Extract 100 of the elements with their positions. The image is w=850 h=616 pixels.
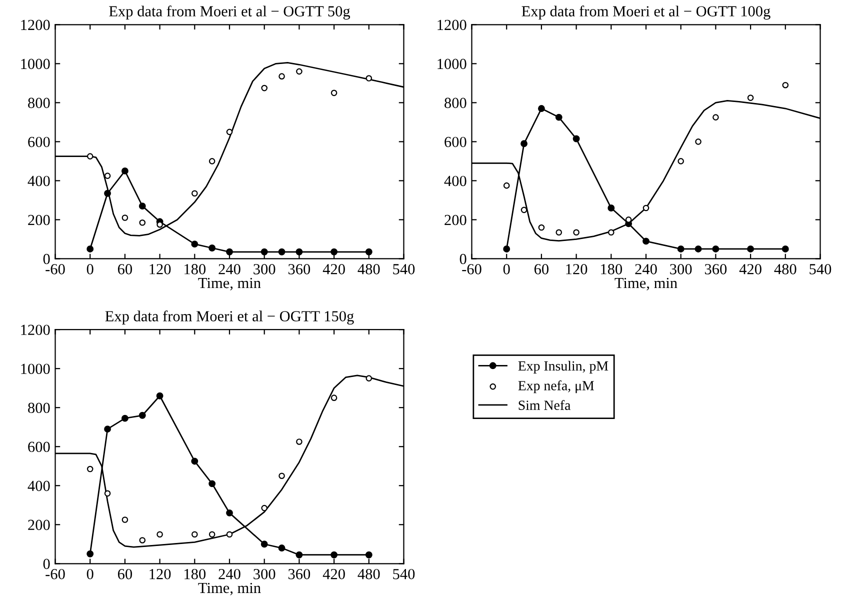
point [503,245,510,252]
point [782,82,789,88]
point [191,458,198,465]
x-tick-label: 540 [810,264,832,274]
chart-title: Exp data from Moeri et al − OGTT 50g [109,6,350,20]
chart-title: Exp data from Moeri et al − OGTT 100g [522,6,770,20]
point [104,490,111,497]
point [191,190,198,197]
point [330,248,338,256]
x-tick-label: 360 [288,568,310,580]
y-tick-label: 0 [43,254,50,264]
point [330,394,338,401]
x-tick-label: 0 [86,568,94,580]
y-tick-label: 600 [444,136,466,148]
x-tick-label: 240 [218,264,240,274]
chart-title: Exp data from Moeri et al − OGTT 150g [105,310,354,325]
y-tick-label: 1200 [21,20,50,30]
point [261,504,268,512]
point [520,140,528,148]
point [625,216,632,223]
x-tick-label: 420 [739,264,762,274]
y-tick-label: 600 [28,442,50,452]
x-tick-label: 180 [601,264,622,274]
point [278,544,286,552]
x-tick-label: 300 [254,568,276,580]
x-tick-label: 60 [118,264,132,274]
point [278,472,285,480]
point [208,244,216,252]
point [121,414,128,422]
point [520,206,528,214]
x-axis-title: Time, min [198,278,261,290]
x-tick-label: 240 [218,568,240,580]
y-tick-label: 400 [444,176,466,186]
point [138,202,146,210]
point [104,172,111,179]
x-axis-title: Time, min [198,582,261,596]
y-tick-label: 200 [28,214,50,226]
point [538,224,545,231]
y-tick-label: 400 [28,480,50,492]
point [747,94,754,101]
point [104,426,111,433]
point [608,204,615,212]
point [86,153,94,160]
x-tick-label: 540 [393,568,415,580]
y-tick-label: 1200 [21,324,50,336]
point [782,245,789,252]
point [642,204,650,212]
point [260,248,268,256]
x-tick-label: 60 [534,264,549,274]
x-tick-label: 180 [184,568,206,580]
point [365,551,372,558]
point [226,128,233,136]
y-tick-label: 800 [444,98,466,108]
point [747,245,754,252]
x-tick-label: 120 [566,264,588,274]
x-tick-label: 60 [118,568,132,580]
x-tick-label: 420 [322,264,345,274]
point [366,375,372,382]
x-tick-label: 480 [358,264,380,274]
point [139,537,146,544]
point [556,229,562,236]
point [208,480,216,488]
point [261,84,268,92]
point [330,551,338,558]
x-tick-label: 540 [393,264,415,274]
point [555,114,562,121]
point [226,509,233,516]
point [677,245,684,252]
x-tick-label: 120 [150,568,171,580]
y-tick-label: 0 [43,558,50,570]
y-tick-label: 0 [460,254,466,264]
x-tick-label: -60 [462,264,482,274]
x-tick-label: 300 [254,264,276,274]
point [139,219,146,226]
point [538,105,545,112]
point [226,531,233,538]
x-tick-label: 420 [322,568,345,580]
x-tick-label: 0 [503,264,510,274]
x-tick-label: 240 [635,264,657,274]
point [296,68,302,75]
point [208,158,216,164]
point [138,412,146,419]
point [86,245,94,252]
legend-label: Sim Nefa [518,400,571,410]
point [330,90,338,96]
y-tick-label: 400 [28,176,50,186]
point [226,248,233,256]
x-tick-label: 180 [184,264,206,274]
point [86,550,94,558]
x-tick-label: 480 [774,264,796,274]
y-tick-label: 1000 [438,58,466,70]
x-tick-label: 120 [150,264,171,274]
legend-label: Exp Insulin, pM [518,360,608,374]
x-tick-label: 0 [86,264,94,274]
point [122,516,128,523]
legend-label: Exp nefa, μM [518,380,594,394]
y-tick-label: 600 [28,136,50,148]
point [503,182,510,189]
y-tick-label: 200 [444,214,466,226]
y-tick-label: 800 [28,402,50,414]
